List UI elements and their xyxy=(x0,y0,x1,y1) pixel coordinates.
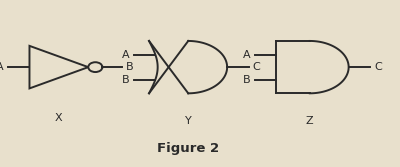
Text: B: B xyxy=(126,62,134,72)
Text: Z: Z xyxy=(306,116,314,126)
Text: C: C xyxy=(252,62,260,72)
Text: B: B xyxy=(243,75,251,85)
Text: C: C xyxy=(374,62,382,72)
Text: X: X xyxy=(55,113,63,123)
Text: A: A xyxy=(122,50,130,60)
Text: A: A xyxy=(0,62,4,72)
Text: Figure 2: Figure 2 xyxy=(157,142,219,155)
Text: B: B xyxy=(122,75,130,85)
Text: A: A xyxy=(243,50,251,60)
Text: Y: Y xyxy=(185,116,192,126)
